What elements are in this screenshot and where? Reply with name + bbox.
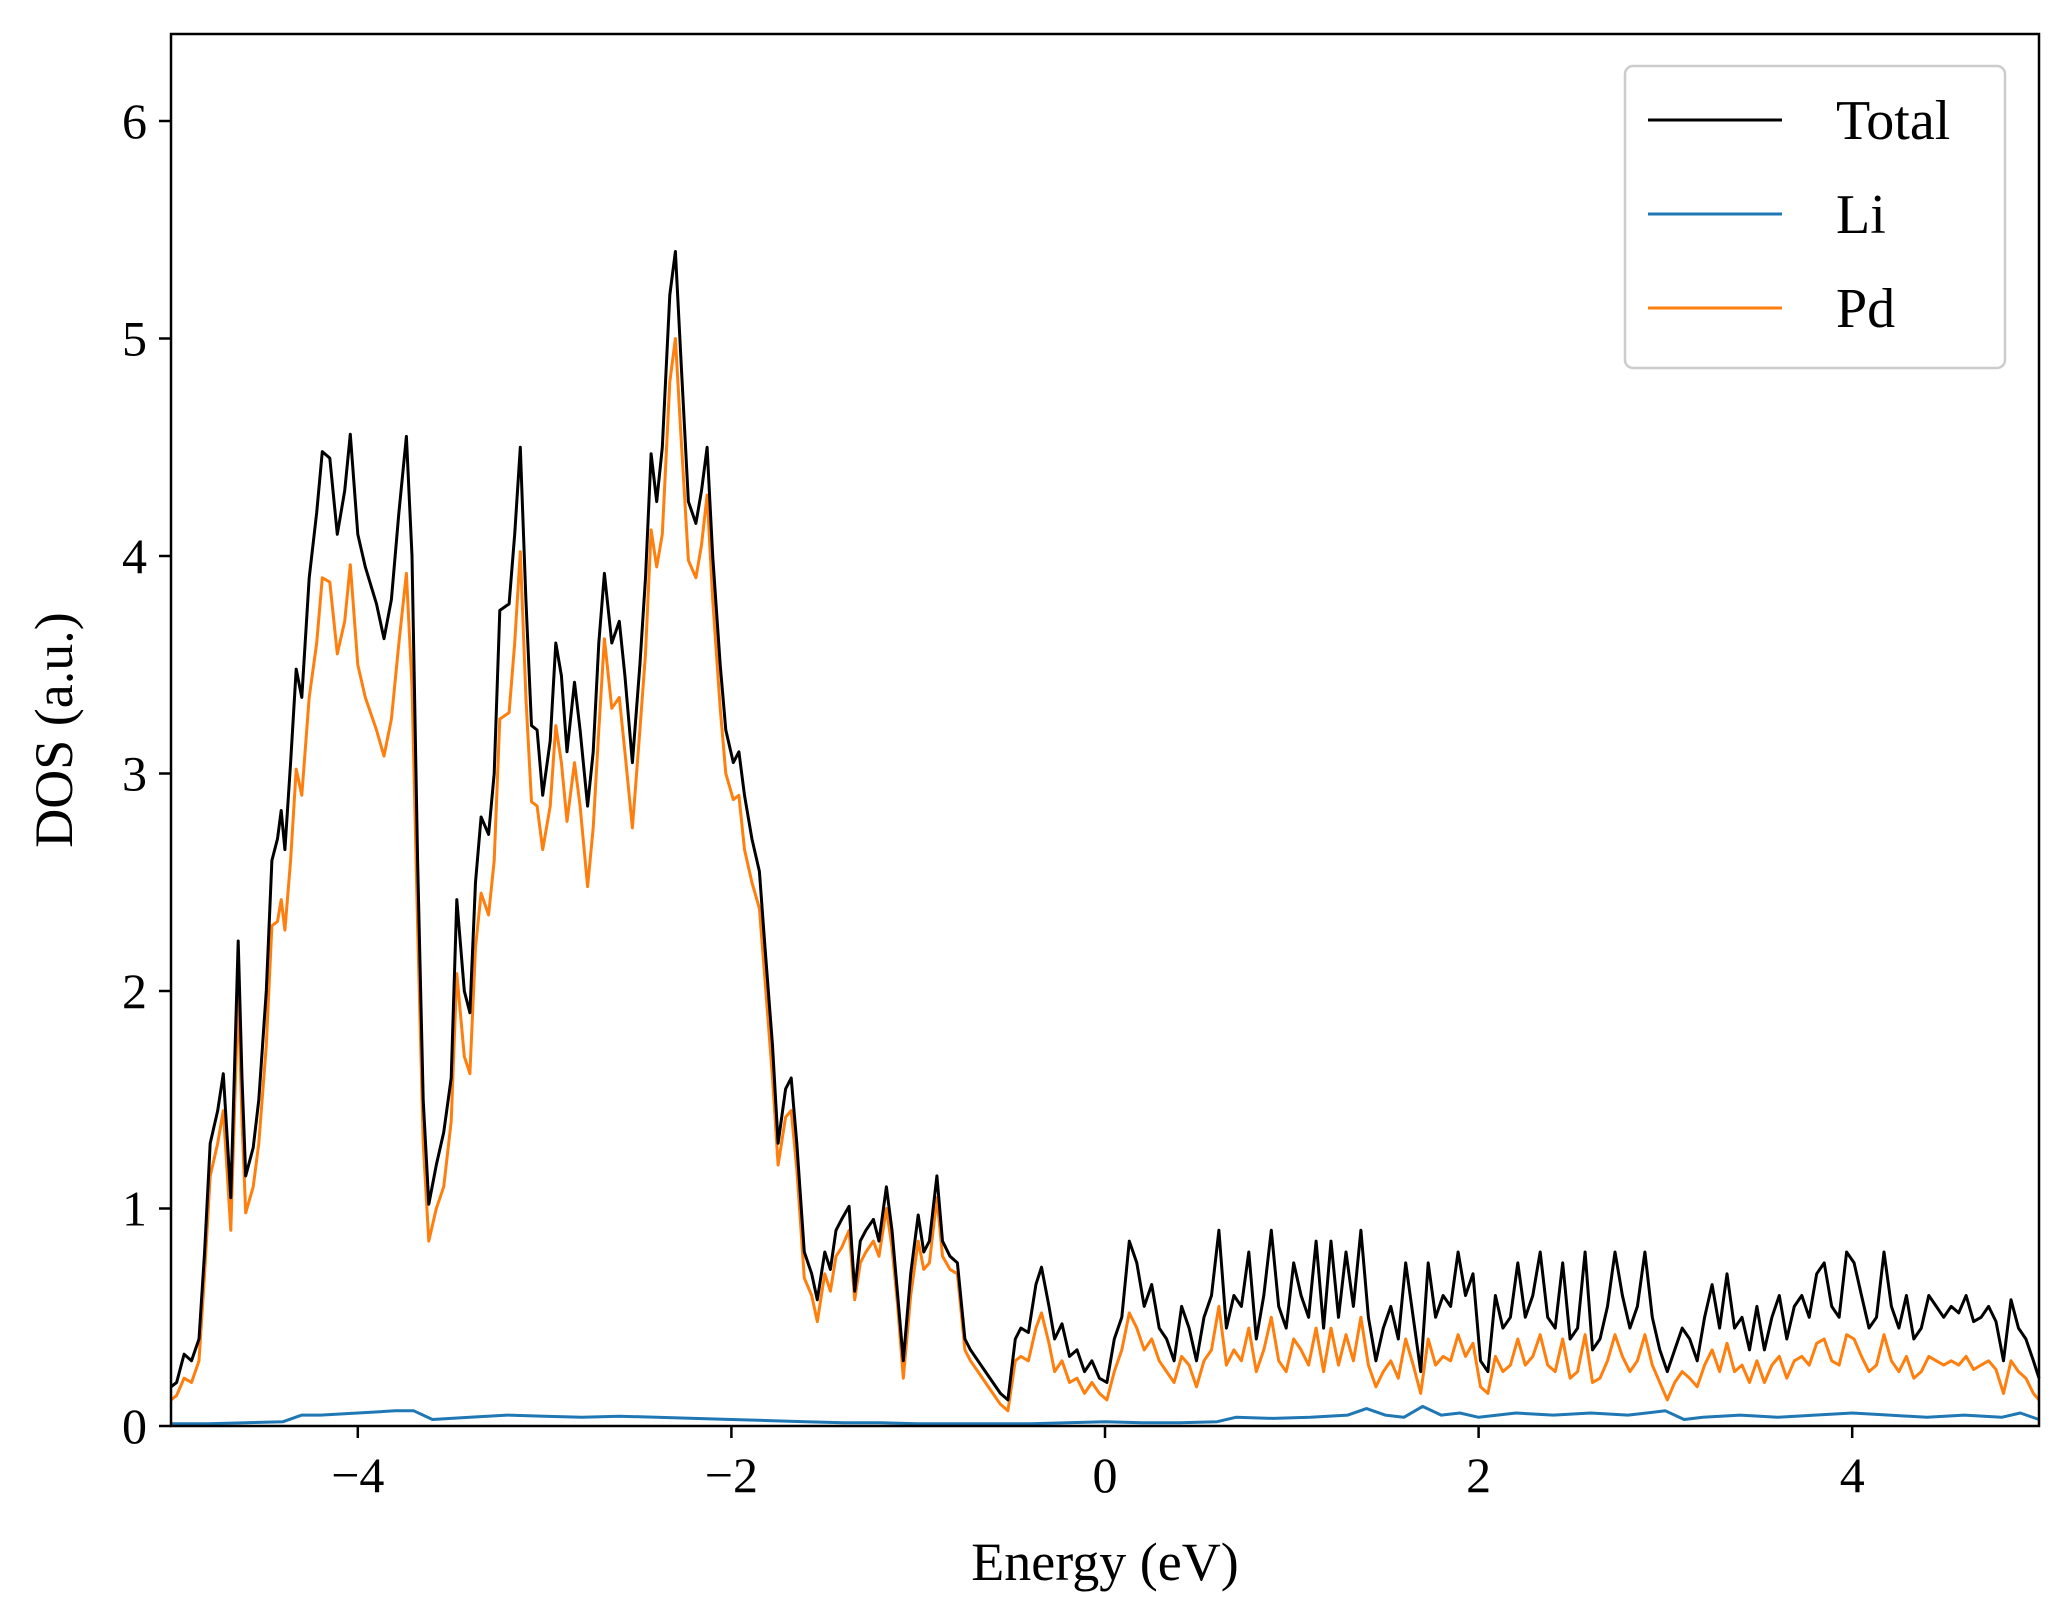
- series-line-total: [170, 250, 2041, 1402]
- x-axis-title: Energy (eV): [971, 1532, 1238, 1592]
- y-tick-label: 4: [122, 528, 147, 584]
- legend-frame: [1623, 64, 2007, 370]
- series-line-pd: [170, 337, 2041, 1413]
- y-tick-label: 2: [122, 963, 147, 1019]
- y-tick-label: 0: [122, 1398, 147, 1454]
- x-axis: −4 −2 0 2 4: [331, 1426, 1865, 1503]
- x-tick-label: 2: [1466, 1447, 1491, 1503]
- legend-label-total: Total: [1836, 90, 1950, 152]
- y-axis-title: DOS (a.u.): [24, 612, 84, 847]
- x-tick-label: 0: [1093, 1447, 1118, 1503]
- legend-label-pd: Pd: [1836, 278, 1895, 340]
- x-tick-label: −2: [705, 1447, 758, 1503]
- series-line-li: [171, 1404, 2040, 1426]
- legend: Total Li Pd: [1623, 64, 2007, 370]
- legend-label-li: Li: [1836, 184, 1886, 246]
- y-tick-label: 5: [122, 311, 147, 367]
- y-axis: 0 1 2 3 4 5 6: [122, 93, 171, 1454]
- y-tick-label: 1: [122, 1181, 147, 1237]
- series-layer: [170, 250, 2041, 1426]
- x-tick-label: 4: [1840, 1447, 1865, 1503]
- y-tick-label: 3: [122, 746, 147, 802]
- y-tick-label: 6: [122, 93, 147, 149]
- x-tick-label: −4: [331, 1447, 384, 1503]
